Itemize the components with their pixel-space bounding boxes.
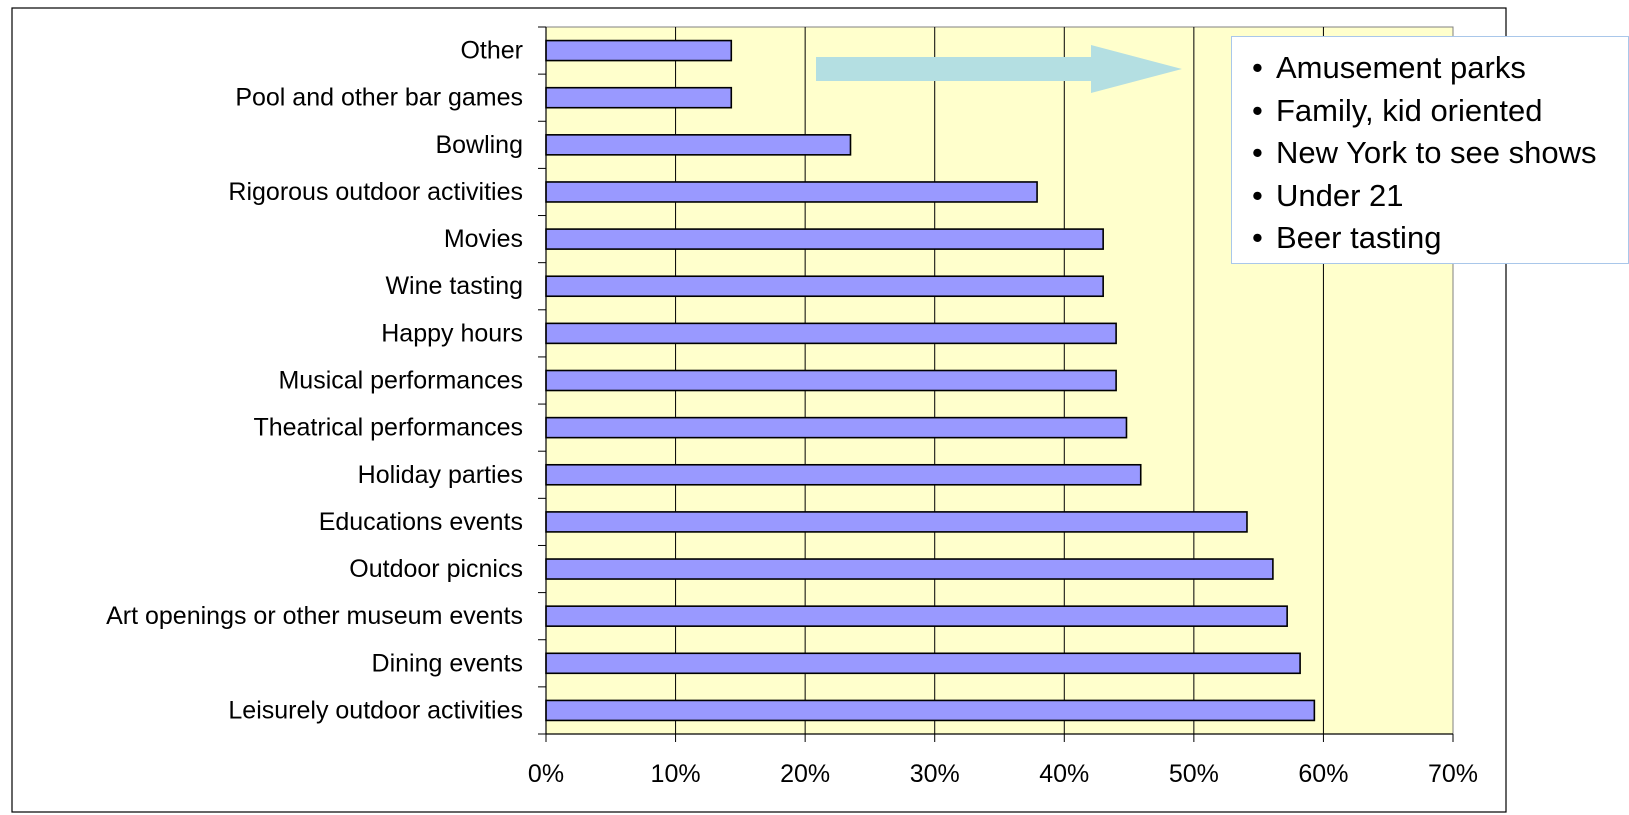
bar-series [545, 39, 1316, 722]
category-label: Holiday parties [358, 461, 523, 489]
callout-item-text: Beer tasting [1276, 220, 1442, 255]
category-label: Wine tasting [385, 272, 523, 300]
callout-item-text: Under 21 [1276, 177, 1404, 213]
bar [545, 181, 1038, 203]
value-tick-label: 30% [910, 760, 960, 788]
arrow-shape [816, 45, 1182, 93]
bullet-icon: • [1252, 220, 1263, 255]
bullet-icon: • [1252, 92, 1263, 128]
category-label: Theatrical performances [253, 414, 523, 442]
callout-list: • Amusement parks • Family, kid oriented •… [1252, 47, 1628, 260]
value-axis-labels: 0% 10% 20% 30% 40% 50% 60% 70% [528, 760, 1478, 788]
bar [545, 275, 1104, 298]
value-tick-label: 40% [1039, 760, 1089, 788]
category-label: Other [460, 37, 523, 65]
bar [545, 652, 1301, 675]
bar [545, 228, 1104, 250]
value-tick-label: 70% [1428, 760, 1478, 788]
bar [545, 511, 1248, 533]
bar [545, 134, 852, 156]
bar [545, 39, 733, 62]
callout-item: • Amusement parks [1252, 47, 1628, 90]
value-tick-label: 10% [651, 760, 701, 788]
callout-item-text: Family, kid oriented [1276, 92, 1543, 128]
category-label: Dining events [372, 649, 523, 677]
category-label: Art openings or other museum events [106, 602, 523, 630]
bar [545, 699, 1316, 722]
bar [545, 86, 733, 109]
bar [545, 558, 1274, 580]
bar [545, 605, 1288, 627]
bar [545, 463, 1142, 486]
category-label: Pool and other bar games [235, 84, 523, 112]
bar [545, 369, 1117, 392]
category-label: Educations events [319, 508, 523, 536]
bar [545, 322, 1117, 345]
category-label: Musical performances [278, 367, 523, 395]
callout-item-text: Amusement parks [1276, 50, 1526, 85]
category-label: Happy hours [381, 319, 523, 347]
category-axis-labels: Other Pool and other bar games Bowling Rigo… [106, 37, 523, 725]
callout-item: • Beer tasting [1252, 217, 1628, 260]
category-label: Rigorous outdoor activities [228, 178, 523, 206]
callout-item: • Under 21 [1252, 175, 1628, 218]
callout-item-text: New York to see shows [1276, 135, 1597, 170]
category-label: Outdoor picnics [349, 555, 523, 583]
value-tick-label: 60% [1298, 760, 1348, 788]
axes [538, 26, 1454, 742]
callout-item: • Family, kid oriented [1252, 90, 1628, 133]
category-label: Leisurely outdoor activities [228, 696, 523, 724]
bullet-icon: • [1252, 135, 1263, 170]
bullet-icon: • [1252, 177, 1263, 213]
category-label: Movies [444, 225, 523, 253]
bar [545, 416, 1128, 439]
bullet-icon: • [1252, 50, 1263, 85]
callout-box: • Amusement parks • Family, kid oriented •… [1231, 36, 1629, 264]
value-tick-label: 20% [780, 760, 830, 788]
category-label: Bowling [435, 131, 523, 159]
value-tick-label: 0% [528, 760, 564, 788]
value-tick-label: 50% [1169, 760, 1219, 788]
callout-item: • New York to see shows [1252, 132, 1628, 175]
